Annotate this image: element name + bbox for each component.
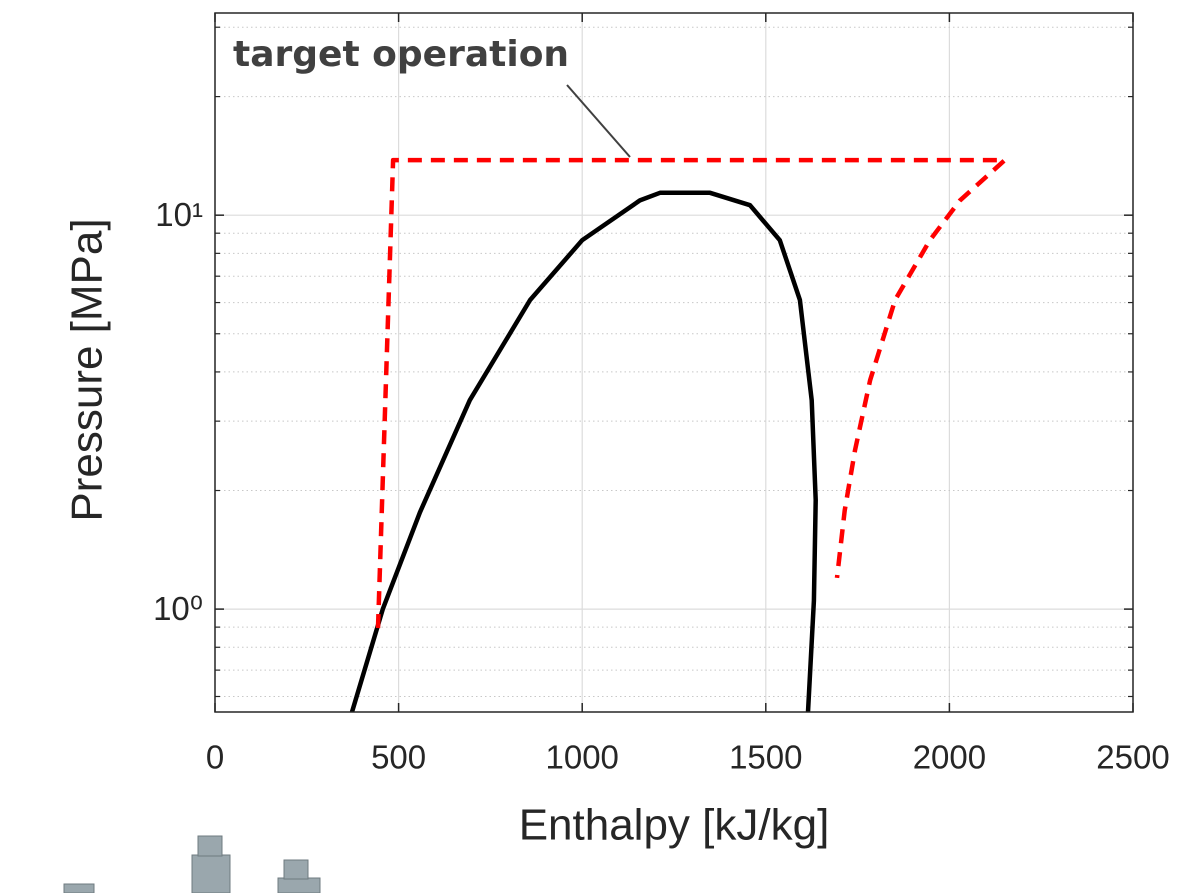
cylinder-icon [197, 835, 223, 857]
x-tick-label: 0 [206, 739, 224, 776]
x-tick-label: 1500 [729, 739, 802, 776]
cylinder-icon [283, 859, 309, 880]
y-axis-label: Pressure [MPa] [63, 218, 112, 521]
cylinder-icon [63, 883, 95, 893]
lines [349, 157, 1008, 712]
x-tick-label: 500 [371, 739, 426, 776]
x-tick-label: 2000 [913, 739, 986, 776]
annotation: target operation [233, 34, 569, 75]
x-tick-label: 2500 [1096, 739, 1169, 776]
y-tick-label: 10⁰ [153, 590, 203, 627]
x-axis-label: Enthalpy [kJ/kg] [519, 801, 830, 850]
plot-area [215, 13, 1133, 712]
y-tick-label: 10¹ [155, 196, 203, 233]
axes-box [214, 12, 1134, 713]
annotation-leader [566, 84, 631, 158]
cylinder-icon [277, 877, 321, 893]
cylinder-icon [191, 854, 231, 893]
series-line [349, 190, 818, 712]
device-icons [63, 835, 321, 893]
series-line [375, 157, 1008, 629]
x-tick-label: 1000 [545, 739, 618, 776]
